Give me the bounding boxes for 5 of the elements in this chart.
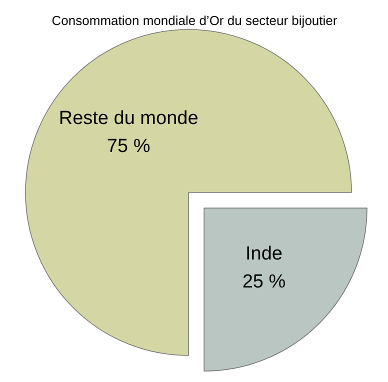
slice-label: Reste du monde [58, 108, 198, 130]
chart-title: Consommation mondiale d’Or du secteur bijoutier [52, 13, 338, 28]
data-label: 75 % [106, 136, 150, 158]
slice-label: Inde [246, 243, 282, 264]
data-label: 25 % [242, 271, 286, 292]
